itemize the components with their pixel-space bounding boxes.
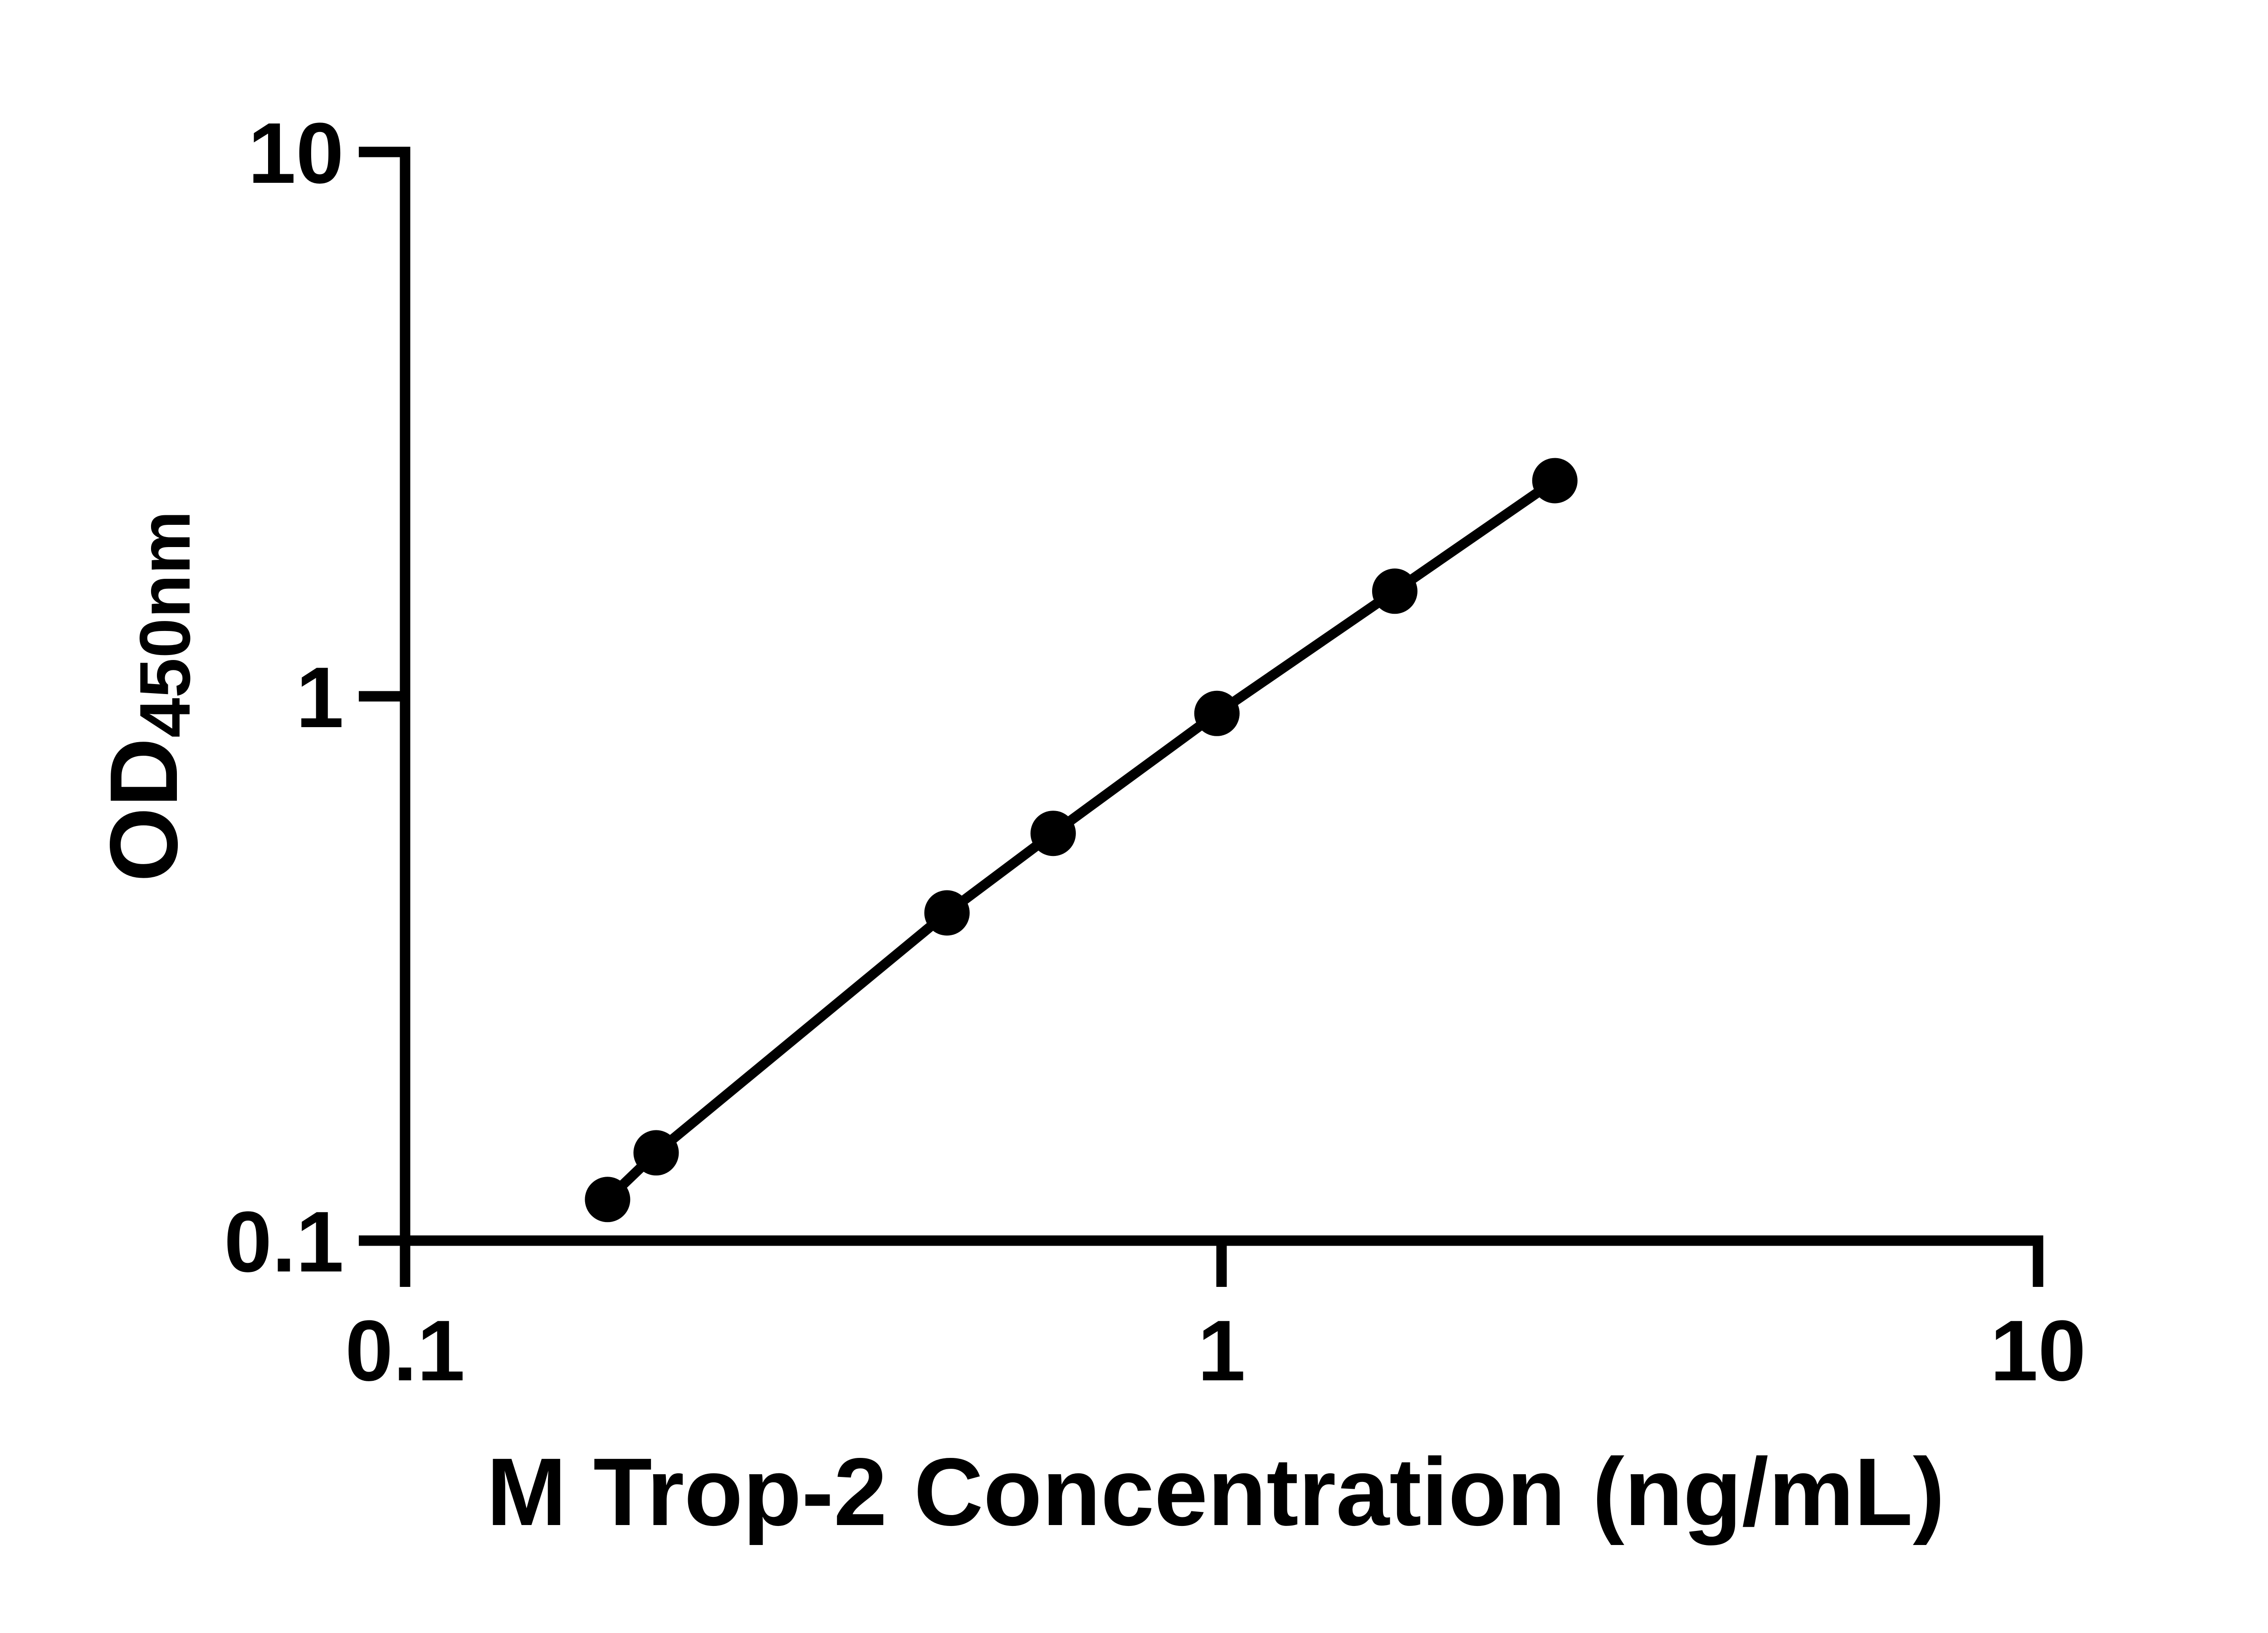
data-point bbox=[585, 1177, 631, 1222]
data-point bbox=[924, 890, 970, 936]
x-axis-title: M Trop-2 Concentration (ng/mL) bbox=[486, 1438, 1945, 1545]
y-tick-label: 0.1 bbox=[224, 1194, 344, 1290]
ticks-layer: 0.1 1 10 0.1 1 10 bbox=[224, 105, 2086, 1399]
y-tick-label: 1 bbox=[296, 650, 344, 746]
x-tick-label: 10 bbox=[1990, 1303, 2086, 1399]
x-tick-label: 1 bbox=[1198, 1303, 1246, 1399]
y-axis-title-subscript: 450nm bbox=[125, 511, 205, 738]
series-layer bbox=[585, 458, 1578, 1222]
y-axis-title: OD450nm bbox=[90, 511, 205, 882]
y-tick-label: 10 bbox=[248, 105, 344, 201]
axes bbox=[360, 147, 2043, 1287]
data-point bbox=[633, 1130, 679, 1176]
data-point bbox=[1372, 568, 1418, 614]
x-tick-label: 0.1 bbox=[345, 1303, 465, 1399]
axis-titles: M Trop-2 Concentration (ng/mL) OD450nm bbox=[90, 511, 1945, 1545]
data-point bbox=[1030, 811, 1076, 856]
data-point bbox=[1532, 458, 1578, 504]
data-point bbox=[1194, 690, 1240, 736]
y-axis-title-main: OD bbox=[90, 738, 197, 882]
